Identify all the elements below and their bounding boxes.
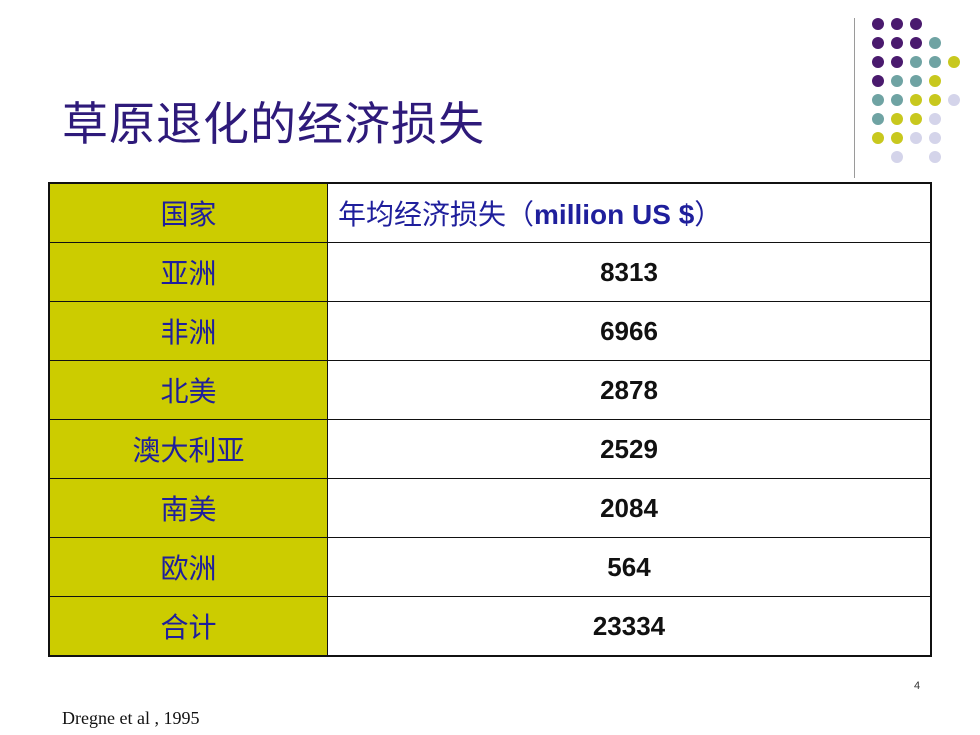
decorative-dot	[872, 113, 884, 125]
decorative-dot	[929, 75, 941, 87]
decorative-dot	[872, 56, 884, 68]
decorative-dot	[948, 56, 960, 68]
loss-value-cell: 564	[327, 537, 932, 597]
region-cell: 澳大利亚	[48, 419, 328, 479]
decorative-dot	[872, 37, 884, 49]
header-annual-loss-unit: million US $	[534, 199, 695, 230]
decorative-dot	[891, 75, 903, 87]
decorative-dot	[891, 132, 903, 144]
decorative-dot	[891, 37, 903, 49]
header-annual-loss-zh: 年均经济损失（	[338, 198, 535, 231]
decorative-dot	[929, 151, 941, 163]
decorative-dot-grid	[872, 18, 972, 163]
decorative-dot	[891, 18, 903, 30]
table-total-row: 合计 23334	[48, 596, 932, 657]
region-cell: 欧洲	[48, 537, 328, 597]
loss-value-cell: 8313	[327, 242, 932, 302]
decorative-dot	[910, 75, 922, 87]
decorative-dot	[929, 132, 941, 144]
decorative-dot	[872, 18, 884, 30]
decorative-dot	[872, 75, 884, 87]
region-cell: 非洲	[48, 301, 328, 361]
source-citation: Dregne et al , 1995	[62, 708, 200, 728]
decorative-dot	[929, 94, 941, 106]
page-number: 4	[914, 680, 921, 692]
table-row: 亚洲 8313	[48, 242, 932, 302]
decorative-dot	[891, 56, 903, 68]
decorative-dot	[929, 56, 941, 68]
slide-title: 草原退化的经济损失	[62, 97, 485, 151]
header-annual-loss: 年均经济损失（million US $）	[327, 182, 932, 243]
decorative-dot	[910, 113, 922, 125]
total-value-cell: 23334	[327, 596, 932, 657]
loss-value-cell: 2084	[327, 478, 932, 538]
decorative-dot	[891, 94, 903, 106]
loss-value-cell: 2529	[327, 419, 932, 479]
table-row: 非洲 6966	[48, 301, 932, 361]
economic-loss-table: 国家 年均经济损失（million US $） 亚洲 8313 非洲 6966 …	[48, 182, 932, 657]
decorative-dot	[891, 113, 903, 125]
decorative-dot	[910, 37, 922, 49]
header-annual-loss-close: ）	[694, 198, 723, 231]
loss-value-cell: 2878	[327, 360, 932, 420]
decorative-dot	[872, 94, 884, 106]
header-country: 国家	[48, 182, 328, 243]
decorative-dot	[929, 113, 941, 125]
table-row: 欧洲 564	[48, 537, 932, 597]
region-cell: 南美	[48, 478, 328, 538]
table-row: 南美 2084	[48, 478, 932, 538]
decorative-dot	[910, 132, 922, 144]
decorative-dot	[891, 151, 903, 163]
decorative-dot	[872, 132, 884, 144]
table-row: 北美 2878	[48, 360, 932, 420]
region-cell: 北美	[48, 360, 328, 420]
table-row: 澳大利亚 2529	[48, 419, 932, 479]
divider-line	[854, 18, 855, 178]
decorative-dot	[910, 94, 922, 106]
loss-value-cell: 6966	[327, 301, 932, 361]
decorative-dot	[929, 37, 941, 49]
region-cell: 亚洲	[48, 242, 328, 302]
table-header-row: 国家 年均经济损失（million US $）	[48, 182, 932, 243]
decorative-dot	[910, 56, 922, 68]
decorative-dot	[910, 18, 922, 30]
total-label-cell: 合计	[48, 596, 328, 657]
decorative-dot	[948, 94, 960, 106]
